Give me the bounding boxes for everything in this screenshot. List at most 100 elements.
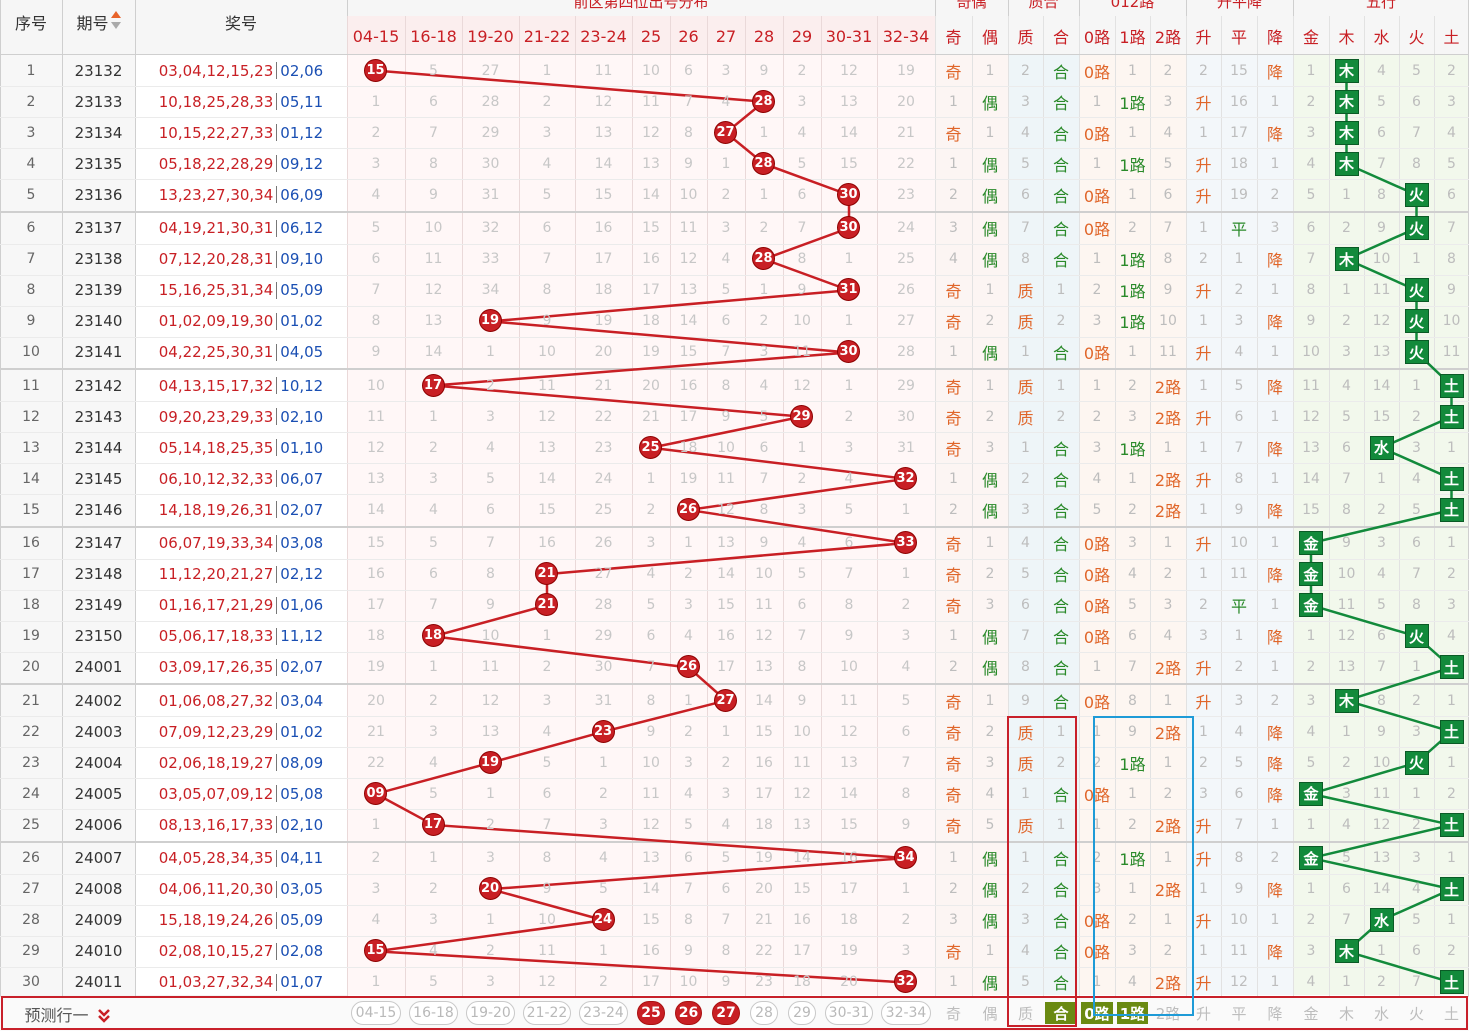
miss-count: 5 (429, 62, 438, 79)
predict-range-pill[interactable]: 16-18 (409, 1001, 458, 1025)
sort-icon[interactable] (109, 11, 121, 33)
predict-road[interactable]: 2路 (1155, 1004, 1181, 1023)
miss-count: 6 (901, 723, 911, 740)
miss-count: 12 (538, 974, 556, 991)
row-seq: 23 (22, 754, 40, 771)
predict-trend[interactable]: 升 (1195, 1004, 1211, 1023)
miss-count: 4 (684, 785, 693, 802)
predict-oddeven[interactable]: 偶 (982, 1004, 998, 1023)
predict-range-pill[interactable]: 32-34 (881, 1001, 931, 1025)
trend-cell: 1 (1270, 659, 1280, 676)
miss-count: 7 (371, 282, 381, 299)
miss-count: 8 (684, 124, 693, 141)
element-miss: 8 (1412, 155, 1421, 172)
miss-count: 12 (679, 251, 698, 268)
number-separator (276, 281, 278, 299)
chevron-down-icon[interactable] (89, 1005, 111, 1023)
predict-road[interactable]: 1路 (1117, 1002, 1148, 1024)
range-divider (745, 16, 746, 996)
road-cell: 2 (1128, 377, 1137, 394)
row-numbers: 04,13,15,17,32 10,12 (135, 370, 347, 401)
oddeven-cell: 1 (985, 282, 995, 299)
header-issue[interactable]: 期号 (62, 0, 135, 44)
miss-count: 1 (429, 850, 438, 867)
element-miss: 8 (1412, 597, 1421, 614)
front-numbers: 04,13,15,17,32 (158, 376, 274, 395)
prime-cell: 7 (1021, 628, 1030, 645)
trend-cell: 1 (1270, 344, 1280, 361)
row-numbers: 05,14,18,25,35 01,10 (135, 432, 347, 463)
predict-range-pill[interactable]: 19-20 (466, 1001, 515, 1025)
predict-oddeven[interactable]: 奇 (945, 1004, 961, 1023)
row-seq: 4 (26, 155, 36, 172)
road-cell: 2 (1128, 912, 1137, 929)
trend-cell: 1 (1234, 628, 1244, 645)
road-cell: 1 (1163, 754, 1173, 771)
predict-prime[interactable]: 质 (1017, 1004, 1033, 1023)
miss-count: 2 (486, 943, 495, 960)
element-miss: 3 (1306, 124, 1316, 141)
oddeven-cell: 2 (985, 313, 995, 330)
miss-count: 11 (793, 754, 811, 771)
miss-count: 11 (642, 93, 660, 110)
miss-count: 6 (844, 535, 854, 552)
predict-range-pill[interactable]: 04-15 (351, 1001, 401, 1025)
miss-count: 29 (481, 124, 500, 141)
predict-range-pill[interactable]: 25 (637, 1001, 665, 1025)
predict-road[interactable]: 0路 (1081, 1002, 1113, 1024)
element-miss: 1 (1412, 251, 1421, 268)
miss-count: 16 (594, 220, 613, 237)
predict-element[interactable]: 水 (1373, 1004, 1389, 1023)
predict-range-pill[interactable]: 23-24 (579, 1001, 628, 1025)
miss-count: 21 (642, 408, 660, 425)
road-cell: 5 (1092, 501, 1102, 518)
number-separator (276, 754, 278, 772)
miss-count: 14 (642, 881, 660, 898)
predict-label[interactable]: 预测行一 (0, 996, 135, 1031)
predict-range-pill[interactable]: 28 (750, 1001, 778, 1025)
element-miss: 6 (1377, 124, 1386, 141)
trend-cell: 降 (1266, 501, 1283, 521)
trend-cell: 2 (1234, 282, 1244, 299)
miss-count: 15 (367, 535, 385, 552)
hit-ball: 17 (421, 373, 445, 397)
miss-count: 3 (542, 692, 552, 709)
predict-element[interactable]: 土 (1443, 1004, 1459, 1023)
predict-trend[interactable]: 降 (1267, 1004, 1283, 1023)
miss-count: 1 (599, 754, 608, 771)
predict-trend[interactable]: 平 (1231, 1004, 1247, 1023)
prime-cell: 1 (1056, 282, 1066, 299)
element-miss: 12 (1337, 628, 1356, 645)
prime-header: 合 (1052, 28, 1069, 47)
road-cell: 4 (1163, 628, 1173, 645)
miss-count: 9 (844, 628, 854, 645)
predict-element[interactable]: 火 (1408, 1004, 1424, 1023)
element-miss: 10 (1372, 754, 1391, 771)
miss-count: 2 (759, 220, 769, 237)
predict-range-pill[interactable]: 26 (675, 1001, 702, 1025)
predict-element[interactable]: 金 (1303, 1004, 1319, 1023)
row-issue: 23145 (74, 469, 123, 488)
element-miss: 9 (1447, 282, 1456, 299)
number-separator (276, 93, 278, 111)
predict-range-pill[interactable]: 21-22 (523, 1001, 571, 1025)
element-miss: 2 (1377, 501, 1386, 518)
miss-count: 2 (797, 470, 807, 487)
oddeven-cell: 奇 (945, 692, 962, 712)
predict-element[interactable]: 木 (1338, 1004, 1354, 1023)
predict-prime[interactable]: 合 (1045, 1002, 1077, 1024)
miss-count: 15 (840, 155, 858, 172)
predict-range-pill[interactable]: 27 (712, 1001, 740, 1025)
miss-count: 11 (679, 220, 698, 237)
predict-range-pill[interactable]: 30-31 (825, 1001, 873, 1025)
front-numbers: 05,18,22,28,29 (158, 154, 274, 173)
range-header: 23-24 (580, 26, 627, 46)
hit-ball: 25 (639, 435, 662, 459)
front-numbers: 01,03,27,32,34 (158, 973, 274, 992)
miss-count: 14 (793, 850, 811, 867)
row-seq: 15 (22, 501, 40, 518)
predict-range-pill[interactable]: 29 (788, 1001, 816, 1025)
trend-cell: 降 (1266, 251, 1283, 271)
back-numbers: 06,07 (280, 469, 324, 488)
miss-count: 1 (844, 313, 854, 330)
